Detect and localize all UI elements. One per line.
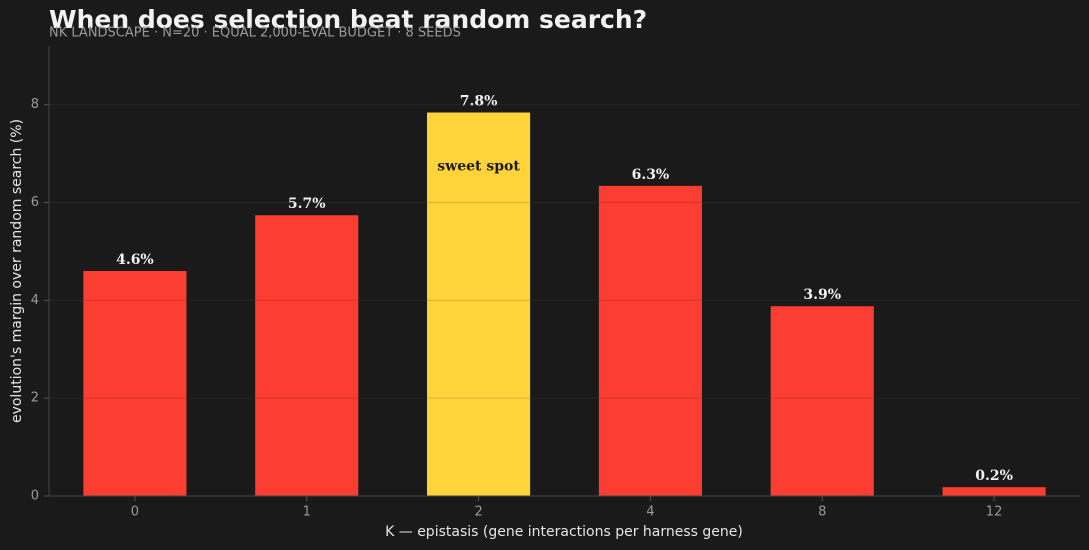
x-tick-label: 0	[131, 505, 139, 520]
y-tick-label: 8	[31, 97, 39, 112]
x-tick-label: 1	[303, 505, 311, 520]
x-tick-label: 12	[986, 505, 1003, 520]
x-tick-label: 4	[646, 505, 654, 520]
y-axis-label: evolution's margin over random search (%…	[9, 119, 25, 423]
x-tick-label: 2	[474, 505, 482, 520]
value-label: 3.9%	[803, 287, 841, 303]
bar	[83, 271, 187, 496]
x-axis-label: K — epistasis (gene interactions per har…	[385, 524, 743, 540]
bar	[598, 185, 702, 497]
x-tick-label: 8	[818, 505, 826, 520]
y-tick-label: 4	[31, 293, 39, 308]
chart-subtitle: NK LANDSCAPE · N=20 · EQUAL 2,000-EVAL B…	[49, 26, 461, 41]
y-tick-label: 0	[31, 489, 39, 504]
bar	[942, 487, 1046, 496]
y-tick-label: 6	[31, 195, 39, 210]
chart-title: When does selection beat random search?	[49, 5, 647, 34]
value-label: 4.6%	[116, 252, 154, 268]
bar	[770, 306, 874, 496]
bar	[255, 215, 359, 496]
bar	[427, 112, 531, 497]
y-tick-label: 2	[31, 391, 39, 406]
value-label: 0.2%	[975, 468, 1013, 484]
value-label: 6.3%	[632, 167, 670, 183]
value-label: 5.7%	[288, 196, 326, 212]
annotation: sweet spot	[437, 159, 520, 175]
value-label: 7.8%	[460, 94, 498, 110]
